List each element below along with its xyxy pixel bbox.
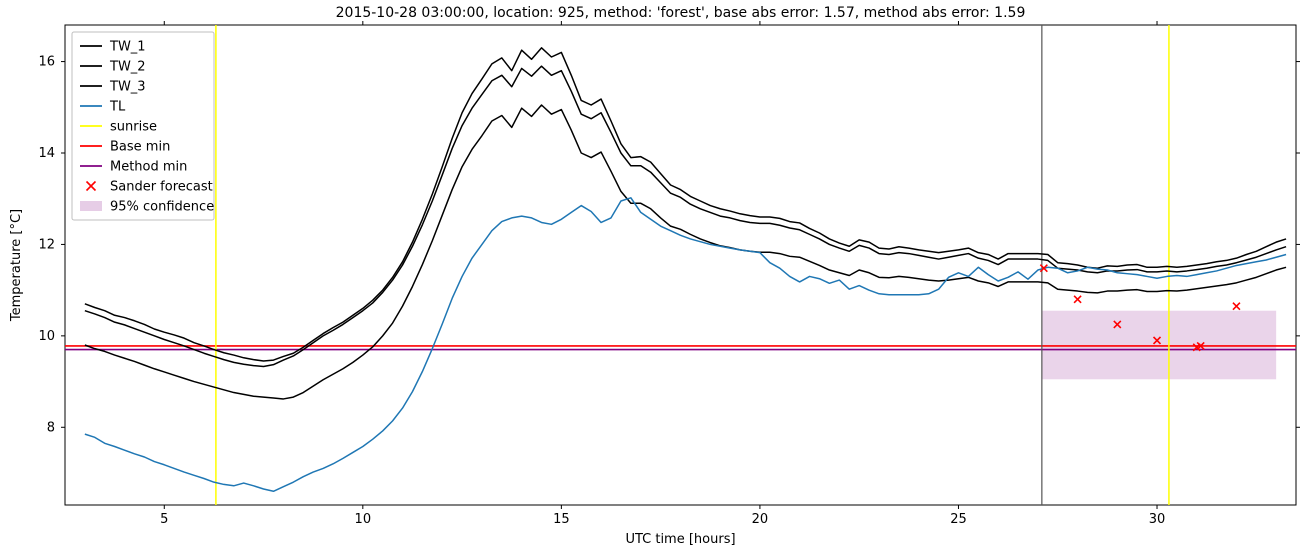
chart-container: 2015-10-28 03:00:00, location: 925, meth…	[0, 0, 1311, 547]
ytick-label: 12	[38, 237, 55, 252]
ytick-label: 10	[38, 329, 55, 344]
legend: TW_1 TW_2 TW_3 TL sunrise Base min Method min S…	[72, 32, 214, 220]
legend-swatch	[80, 201, 102, 211]
ylabel: Temperature [°C]	[9, 209, 24, 322]
legend-label: 95% confidence	[110, 200, 214, 215]
legend-label: sunrise	[110, 120, 157, 135]
legend-label: Sander forecast	[110, 180, 213, 195]
ytick-label: 14	[38, 146, 55, 161]
chart-title: 2015-10-28 03:00:00, location: 925, meth…	[336, 5, 1026, 21]
ytick-label: 8	[47, 420, 55, 435]
legend-label: TW_2	[109, 60, 146, 75]
xtick-label: 20	[752, 512, 769, 527]
xtick-label: 30	[1149, 512, 1166, 527]
xtick-label: 5	[160, 512, 168, 527]
xtick-label: 25	[950, 512, 967, 527]
ytick-label: 16	[38, 55, 55, 70]
legend-label: Method min	[110, 160, 187, 175]
line-chart: 2015-10-28 03:00:00, location: 925, meth…	[0, 0, 1311, 547]
legend-label: TW_1	[109, 40, 146, 55]
confidence-band	[1042, 311, 1276, 380]
legend-label: TW_3	[109, 80, 146, 95]
xlabel: UTC time [hours]	[625, 532, 735, 547]
xtick-label: 15	[553, 512, 570, 527]
xtick-label: 10	[355, 512, 372, 527]
legend-label: Base min	[110, 140, 170, 155]
legend-label: TL	[109, 100, 126, 115]
